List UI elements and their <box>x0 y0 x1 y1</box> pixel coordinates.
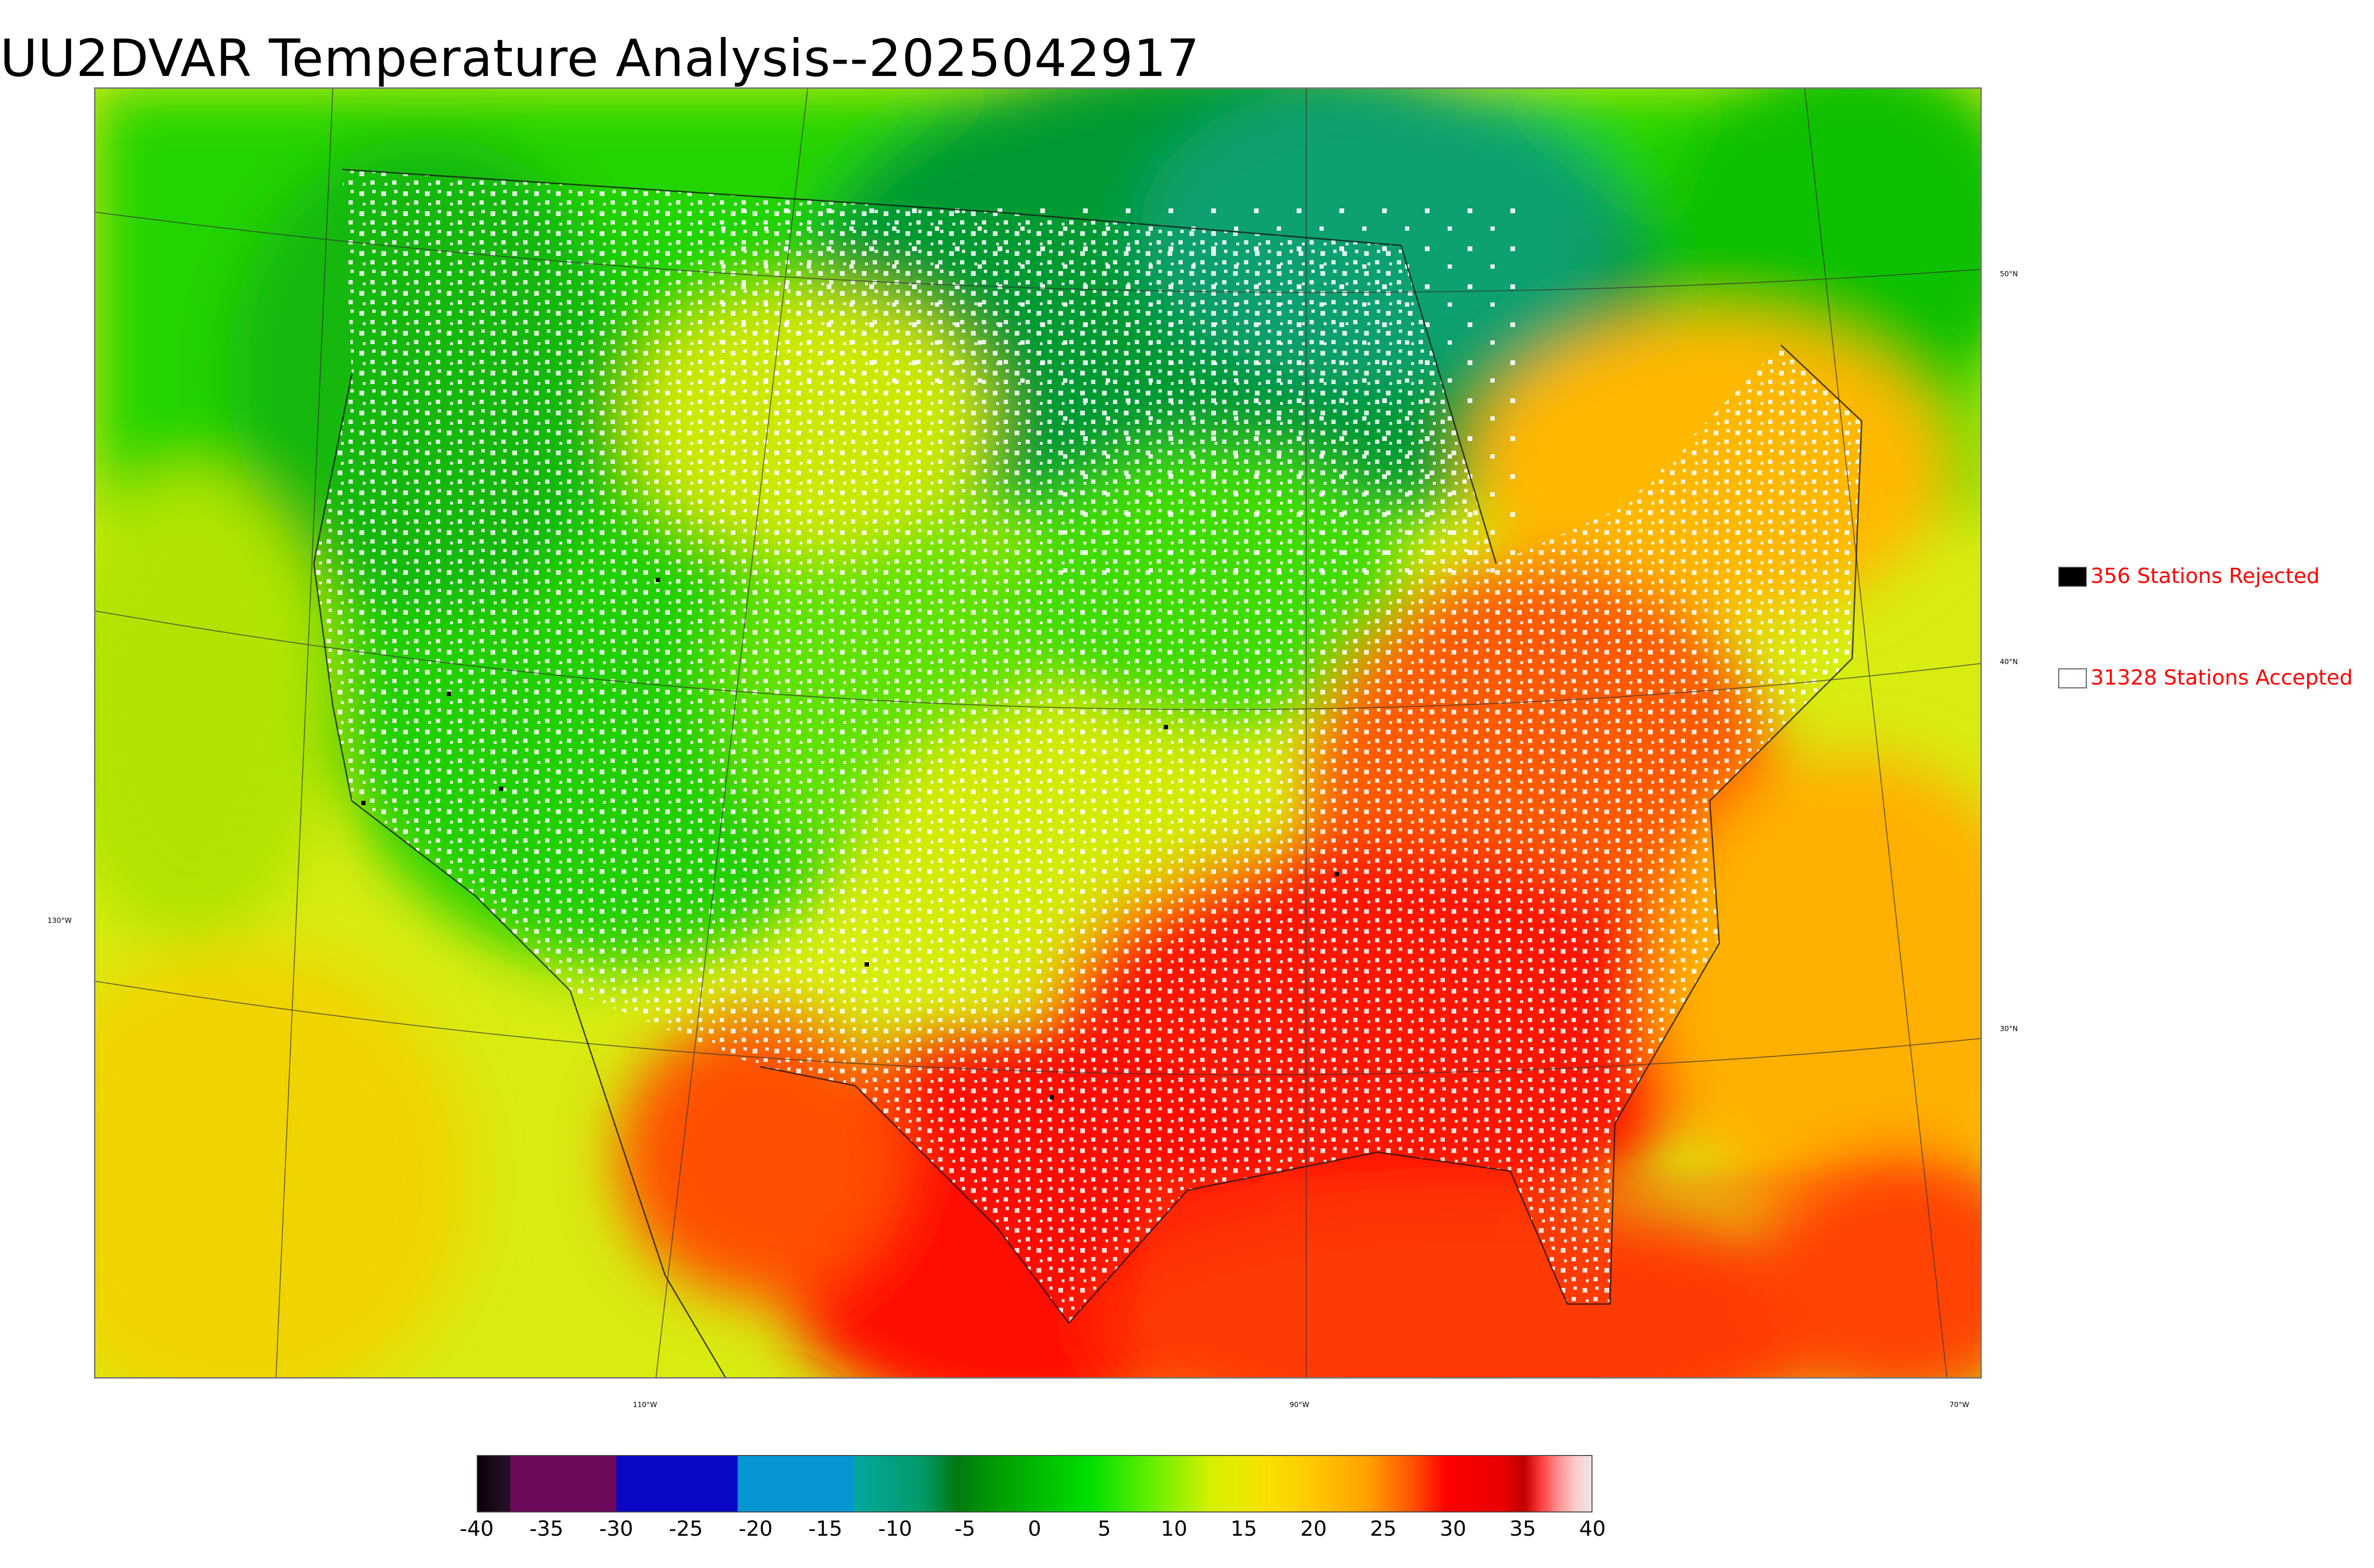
colorbar-tick-7: -5 <box>954 1517 976 1541</box>
colorbar-tick-5: -15 <box>808 1517 843 1541</box>
lat-label-40n: 40°N <box>2000 657 2018 666</box>
lon-label-130w: 130°W <box>47 916 72 925</box>
colorbar-tick-labels: -40 -35 -30 -25 -20 -15 -10 -5 0 5 10 15 20 25 30 35 40 <box>0 1517 2374 1550</box>
rejected-swatch <box>2058 567 2087 587</box>
lat-label-30n: 30°N <box>2000 1024 2018 1033</box>
colorbar-tick-0: -40 <box>460 1517 494 1541</box>
colorbar-tick-6: -10 <box>878 1517 913 1541</box>
accepted-label: 31328 Stations Accepted <box>2091 666 2353 690</box>
accepted-swatch <box>2058 668 2087 688</box>
coastlines <box>313 169 1863 1377</box>
colorbar-tick-15: 35 <box>1509 1517 1536 1541</box>
graticule <box>95 89 1980 1377</box>
colorbar-tick-14: 30 <box>1440 1517 1467 1541</box>
rejected-station-markers <box>361 578 1339 1099</box>
temperature-colorbar <box>477 1455 1592 1512</box>
map-canvas <box>95 89 1980 1377</box>
lon-label-90w: 90°W <box>1290 1400 1309 1409</box>
map-title: UU2DVAR Temperature Analysis--2025042917 <box>0 29 1200 88</box>
rejected-label: 356 Stations Rejected <box>2091 564 2320 588</box>
temperature-map <box>94 87 1982 1379</box>
lon-label-70w: 70°W <box>1950 1400 1969 1409</box>
lat-label-50n: 50°N <box>2000 270 2018 278</box>
colorbar-tick-10: 10 <box>1160 1517 1187 1541</box>
colorbar-tick-11: 15 <box>1230 1517 1257 1541</box>
colorbar-tick-12: 20 <box>1300 1517 1327 1541</box>
colorbar-tick-9: 5 <box>1097 1517 1111 1541</box>
colorbar-tick-3: -25 <box>669 1517 703 1541</box>
colorbar-tick-1: -35 <box>529 1517 564 1541</box>
colorbar-tick-13: 25 <box>1370 1517 1397 1541</box>
lon-label-110w: 110°W <box>633 1400 657 1409</box>
colorbar-tick-16: 40 <box>1579 1517 1606 1541</box>
colorbar-tick-4: -20 <box>738 1517 773 1541</box>
colorbar-tick-2: -30 <box>599 1517 633 1541</box>
colorbar-tick-8: 0 <box>1028 1517 1041 1541</box>
